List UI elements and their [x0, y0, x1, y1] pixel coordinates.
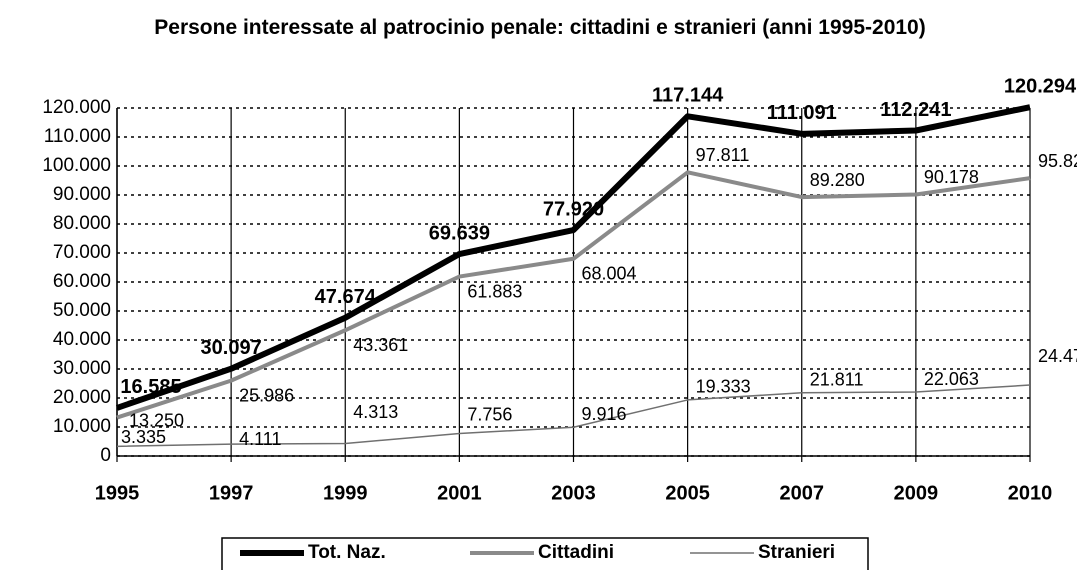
y-tick-label: 50.000: [53, 300, 111, 321]
y-tick-label: 110.000: [44, 126, 111, 147]
value-label: 19.333: [696, 377, 751, 397]
value-label: 22.063: [924, 369, 979, 389]
x-tick-label: 1999: [323, 482, 368, 504]
value-label: 9.916: [582, 404, 627, 424]
value-label: 4.111: [239, 429, 281, 449]
series-line: [116, 384, 1031, 448]
value-label: 112.241: [880, 99, 951, 121]
y-tick-label: 30.000: [53, 358, 111, 379]
value-label: 7.756: [467, 404, 512, 424]
value-label: 95.824: [1038, 151, 1077, 171]
series-line: [116, 170, 1031, 420]
value-label: 77.920: [543, 198, 604, 220]
value-label: 69.639: [429, 222, 490, 244]
x-tick-label: 1995: [95, 482, 140, 504]
value-label: 21.811: [810, 369, 864, 389]
y-tick-label: 60.000: [53, 271, 111, 292]
legend-label: Tot. Naz.: [308, 542, 386, 563]
x-tick-label: 2009: [894, 482, 939, 504]
chart-title: Persone interessate al patrocinio penale…: [154, 16, 926, 39]
value-label: 47.674: [315, 286, 377, 308]
x-tick-label: 2005: [665, 482, 710, 504]
y-tick-label: 20.000: [53, 387, 111, 408]
value-label: 117.144: [652, 85, 724, 107]
value-label: 3.335: [121, 427, 166, 447]
value-label: 120.294: [1004, 75, 1077, 97]
y-tick-label: 100.000: [42, 155, 111, 176]
value-label: 89.280: [810, 170, 865, 190]
y-tick-label: 90.000: [53, 184, 111, 205]
value-label: 4.313: [353, 402, 398, 422]
x-tick-label: 1997: [209, 482, 254, 504]
x-tick-label: 2007: [780, 482, 825, 504]
legend-box: [221, 537, 869, 570]
value-label: 68.004: [582, 264, 637, 284]
y-tick-label: 10.000: [53, 416, 111, 437]
value-label: 111.091: [767, 102, 837, 124]
x-tick-label: 2001: [437, 482, 482, 504]
y-tick-label: 70.000: [53, 242, 111, 263]
y-tick-label: 0: [100, 445, 111, 466]
value-label: 30.097: [201, 337, 262, 359]
y-tick-label: 120.000: [42, 97, 111, 118]
value-label: 25.986: [239, 385, 294, 405]
value-label: 61.883: [467, 281, 522, 301]
value-label: 13.250: [129, 410, 184, 430]
legend-label: Stranieri: [758, 542, 835, 563]
value-label: 24.470: [1038, 346, 1077, 366]
value-label: 97.811: [696, 145, 750, 165]
value-label: 16.585: [120, 376, 181, 398]
series-line: [116, 104, 1031, 411]
legend-label: Cittadini: [538, 542, 614, 563]
y-tick-label: 40.000: [53, 329, 111, 350]
y-tick-label: 80.000: [53, 213, 111, 234]
value-label: 90.178: [924, 167, 979, 187]
value-label: 43.361: [353, 335, 408, 355]
x-tick-label: 2010: [1008, 482, 1053, 504]
x-tick-label: 2003: [551, 482, 596, 504]
